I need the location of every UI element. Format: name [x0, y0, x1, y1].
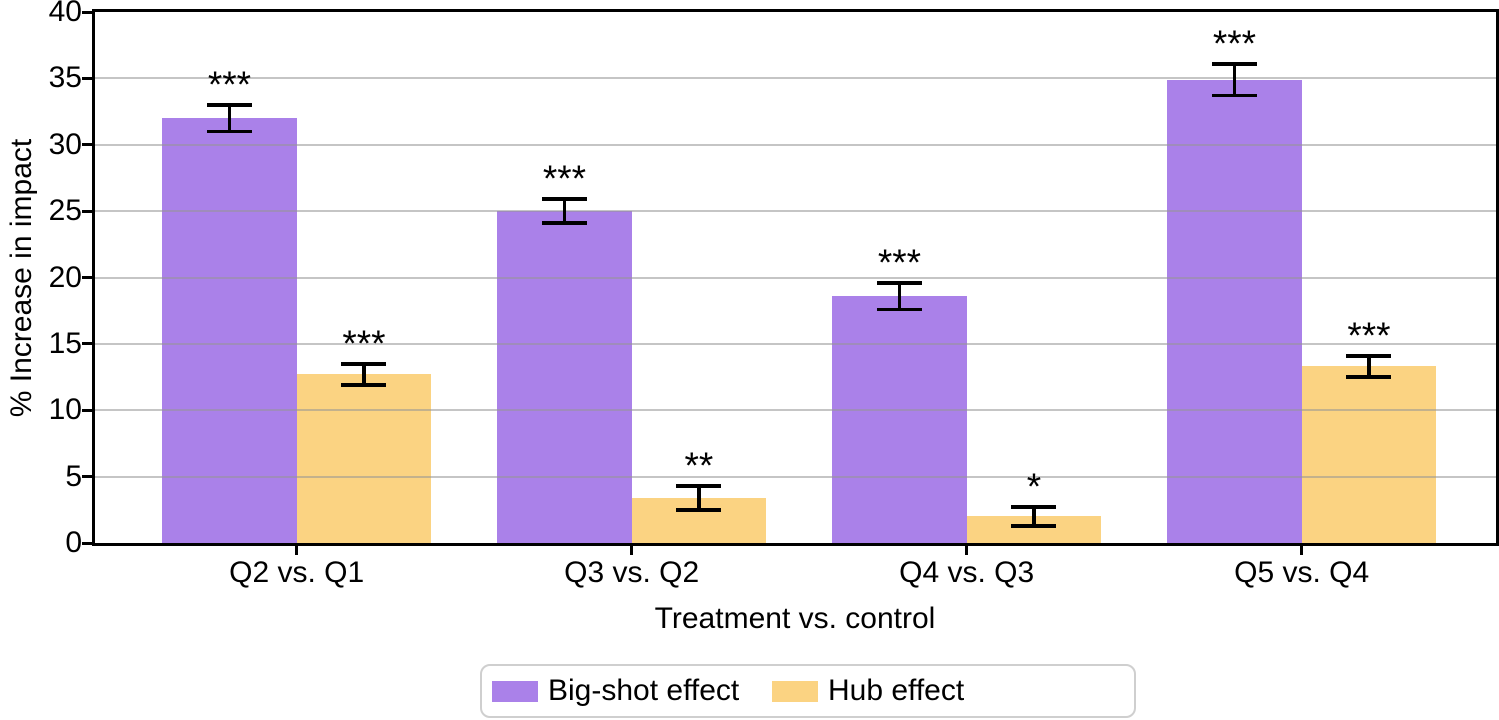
- error-bar: [697, 485, 701, 510]
- y-axis-tick: [82, 143, 95, 147]
- y-tick-label: 25: [48, 194, 82, 228]
- error-bar: [362, 363, 366, 386]
- x-tick-label: Q2 vs. Q1: [229, 556, 365, 589]
- bar-hub-effect-0: [296, 374, 432, 543]
- x-axis-tick: [1300, 543, 1304, 555]
- y-axis-tick: [82, 209, 95, 213]
- x-axis-tick: [630, 543, 634, 555]
- y-tick-label: 30: [48, 127, 82, 161]
- legend-label: Big-shot effect: [548, 674, 740, 707]
- error-bar-cap: [876, 281, 922, 285]
- x-tick-label: Q4 vs. Q3: [899, 556, 1035, 589]
- error-bar-cap: [676, 508, 722, 512]
- bar-big-shot-effect-1: [497, 211, 632, 543]
- error-bar-cap: [1346, 354, 1392, 358]
- plot-area: *** *** *** *** *** ** * ***: [95, 12, 1496, 543]
- significance-stars: *: [1026, 466, 1042, 508]
- y-axis-tick: [82, 342, 95, 346]
- x-tick-label: Q5 vs. Q4: [1234, 556, 1370, 589]
- error-bar-cap: [206, 103, 252, 107]
- significance-stars: ***: [542, 158, 587, 200]
- significance-stars: ***: [877, 241, 922, 283]
- bar-hub-effect-3: [1301, 366, 1437, 543]
- significance-stars: ***: [207, 63, 252, 105]
- bar-big-shot-effect-0: [162, 118, 297, 543]
- legend-label: Hub effect: [828, 674, 965, 707]
- error-bar-cap: [1346, 375, 1392, 379]
- error-bar-cap: [541, 197, 587, 201]
- bar-big-shot-effect-3: [1167, 79, 1302, 543]
- error-bar: [227, 104, 232, 132]
- y-axis-tick: [82, 10, 95, 14]
- gridline-y15: [95, 342, 1496, 345]
- error-bar: [562, 199, 567, 224]
- gridline-y35: [95, 77, 1496, 80]
- error-bar-cap: [541, 221, 587, 225]
- error-bar-cap: [341, 383, 387, 387]
- gridline-y10: [95, 409, 1496, 412]
- error-bar-cap: [676, 484, 722, 488]
- legend: Big-shot effect Hub effect: [480, 664, 1136, 718]
- error-bar-cap: [1211, 62, 1257, 66]
- error-bar-cap: [341, 362, 387, 366]
- y-tick-label: 20: [48, 260, 82, 294]
- y-tick-label: 40: [48, 0, 82, 28]
- gridline-y20: [95, 276, 1496, 279]
- gridline-y30: [95, 143, 1496, 146]
- y-tick-label: 10: [48, 393, 82, 427]
- x-axis-tick: [295, 543, 299, 555]
- error-bar-cap: [206, 129, 252, 134]
- error-bar: [1032, 507, 1036, 526]
- y-tick-label: 0: [65, 526, 82, 559]
- x-axis-title: Treatment vs. control: [654, 602, 936, 635]
- legend-swatch: [772, 681, 818, 702]
- significance-stars: **: [684, 444, 714, 486]
- legend-swatch: [492, 681, 538, 702]
- y-tick-label: 35: [48, 61, 82, 95]
- y-axis-tick: [82, 475, 95, 479]
- x-axis-tick: [965, 543, 969, 555]
- significance-stars: ***: [1212, 22, 1257, 64]
- y-axis-tick: [82, 541, 95, 545]
- x-tick-label: Q3 vs. Q2: [564, 556, 700, 589]
- error-bar: [1367, 355, 1371, 378]
- error-bar-cap: [876, 307, 922, 312]
- error-bar: [1232, 63, 1237, 96]
- gridline-y5: [95, 475, 1496, 478]
- error-bar-cap: [1011, 524, 1057, 528]
- y-axis-tick: [82, 276, 95, 279]
- error-bar-cap: [1211, 93, 1257, 98]
- gridline-y25: [95, 210, 1496, 213]
- y-axis-tick: [82, 76, 95, 80]
- error-bar: [897, 282, 902, 310]
- y-tick-label: 5: [65, 459, 82, 493]
- significance-stars: ***: [342, 322, 386, 364]
- error-bar-cap: [1011, 505, 1057, 509]
- y-axis-tick: [82, 408, 95, 412]
- y-tick-label: 15: [48, 326, 82, 360]
- significance-stars: ***: [1347, 314, 1391, 356]
- bar-big-shot-effect-2: [832, 296, 967, 543]
